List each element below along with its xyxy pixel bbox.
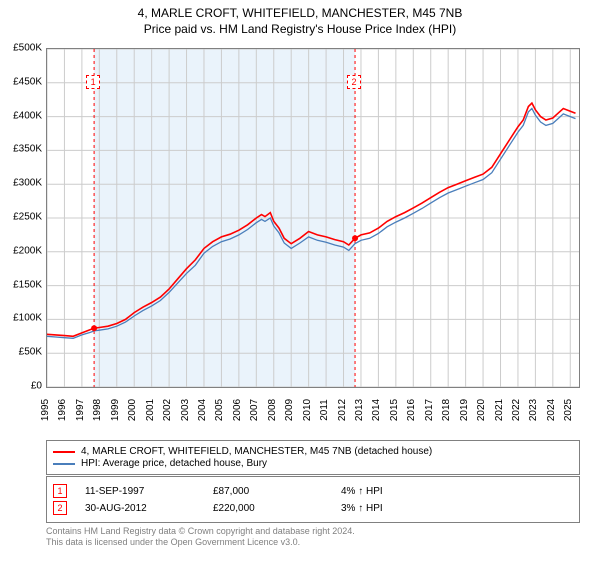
legend-swatch [53, 463, 75, 465]
x-tick-label: 2014 [371, 395, 383, 425]
y-tick-label: £50K [2, 347, 42, 358]
x-tick-label: 1998 [92, 395, 104, 425]
x-tick-label: 2003 [180, 395, 192, 425]
x-tick-label: 2009 [284, 395, 296, 425]
legend-row: HPI: Average price, detached house, Bury [53, 458, 573, 469]
x-tick-label: 2016 [406, 395, 418, 425]
y-tick-label: £500K [2, 43, 42, 54]
x-tick-label: 2025 [563, 395, 575, 425]
x-tick-label: 1996 [57, 395, 69, 425]
x-tick-label: 2022 [511, 395, 523, 425]
x-tick-label: 2002 [162, 395, 174, 425]
x-tick-label: 2024 [546, 395, 558, 425]
sale-marker-badge: 1 [86, 75, 100, 89]
transaction-row: 2 30-AUG-2012 £220,000 3% ↑ HPI [53, 501, 573, 515]
x-tick-label: 1999 [110, 395, 122, 425]
x-tick-label: 1997 [75, 395, 87, 425]
legend-row: 4, MARLE CROFT, WHITEFIELD, MANCHESTER, … [53, 446, 573, 457]
y-tick-label: £400K [2, 110, 42, 121]
x-tick-label: 2018 [441, 395, 453, 425]
transaction-badge: 1 [53, 484, 67, 498]
x-tick-label: 2011 [319, 395, 331, 425]
chart-subtitle: Price paid vs. HM Land Registry's House … [0, 22, 600, 36]
sale-marker-dot [91, 325, 97, 331]
transaction-row: 1 11-SEP-1997 £87,000 4% ↑ HPI [53, 484, 573, 498]
transaction-price: £220,000 [213, 503, 323, 514]
sale-marker-dot [352, 235, 358, 241]
y-tick-label: £150K [2, 279, 42, 290]
y-tick-label: £350K [2, 144, 42, 155]
transaction-date: 11-SEP-1997 [85, 486, 195, 497]
y-tick-label: £300K [2, 178, 42, 189]
x-tick-label: 2017 [424, 395, 436, 425]
x-tick-label: 2010 [302, 395, 314, 425]
chart-title: 4, MARLE CROFT, WHITEFIELD, MANCHESTER, … [0, 6, 600, 20]
chart-area: £0 £50K £100K £150K £200K £250K £300K £350K £400… [0, 40, 600, 432]
x-tick-label: 2013 [354, 395, 366, 425]
legend-label: 4, MARLE CROFT, WHITEFIELD, MANCHESTER, … [81, 446, 432, 457]
transaction-delta: 3% ↑ HPI [341, 503, 451, 514]
x-tick-label: 2023 [528, 395, 540, 425]
transaction-badge: 2 [53, 501, 67, 515]
x-tick-label: 2007 [249, 395, 261, 425]
x-tick-label: 2006 [232, 395, 244, 425]
x-tick-label: 2021 [494, 395, 506, 425]
y-tick-label: £450K [2, 76, 42, 87]
footer: Contains HM Land Registry data © Crown c… [46, 526, 580, 548]
legend-swatch [53, 451, 75, 453]
x-tick-label: 2012 [337, 395, 349, 425]
y-tick-label: £200K [2, 245, 42, 256]
chart-container: 4, MARLE CROFT, WHITEFIELD, MANCHESTER, … [0, 6, 600, 566]
transaction-date: 30-AUG-2012 [85, 503, 195, 514]
x-tick-label: 2008 [267, 395, 279, 425]
footer-line-2: This data is licensed under the Open Gov… [46, 537, 580, 548]
x-tick-label: 2019 [459, 395, 471, 425]
legend-transactions: 1 11-SEP-1997 £87,000 4% ↑ HPI 2 30-AUG-2012 £… [46, 476, 580, 523]
x-tick-label: 2020 [476, 395, 488, 425]
transaction-price: £87,000 [213, 486, 323, 497]
x-tick-label: 2015 [389, 395, 401, 425]
y-tick-label: £250K [2, 212, 42, 223]
x-tick-label: 2004 [197, 395, 209, 425]
x-tick-label: 2001 [145, 395, 157, 425]
x-tick-label: 1995 [40, 395, 52, 425]
y-tick-label: £100K [2, 313, 42, 324]
plot-area [46, 48, 580, 388]
footer-line-1: Contains HM Land Registry data © Crown c… [46, 526, 580, 537]
x-tick-label: 2000 [127, 395, 139, 425]
legend-label: HPI: Average price, detached house, Bury [81, 458, 267, 469]
plot-svg [47, 49, 579, 387]
y-tick-label: £0 [2, 381, 42, 392]
sale-marker-badge: 2 [347, 75, 361, 89]
transaction-delta: 4% ↑ HPI [341, 486, 451, 497]
x-tick-label: 2005 [214, 395, 226, 425]
legend-series: 4, MARLE CROFT, WHITEFIELD, MANCHESTER, … [46, 440, 580, 475]
